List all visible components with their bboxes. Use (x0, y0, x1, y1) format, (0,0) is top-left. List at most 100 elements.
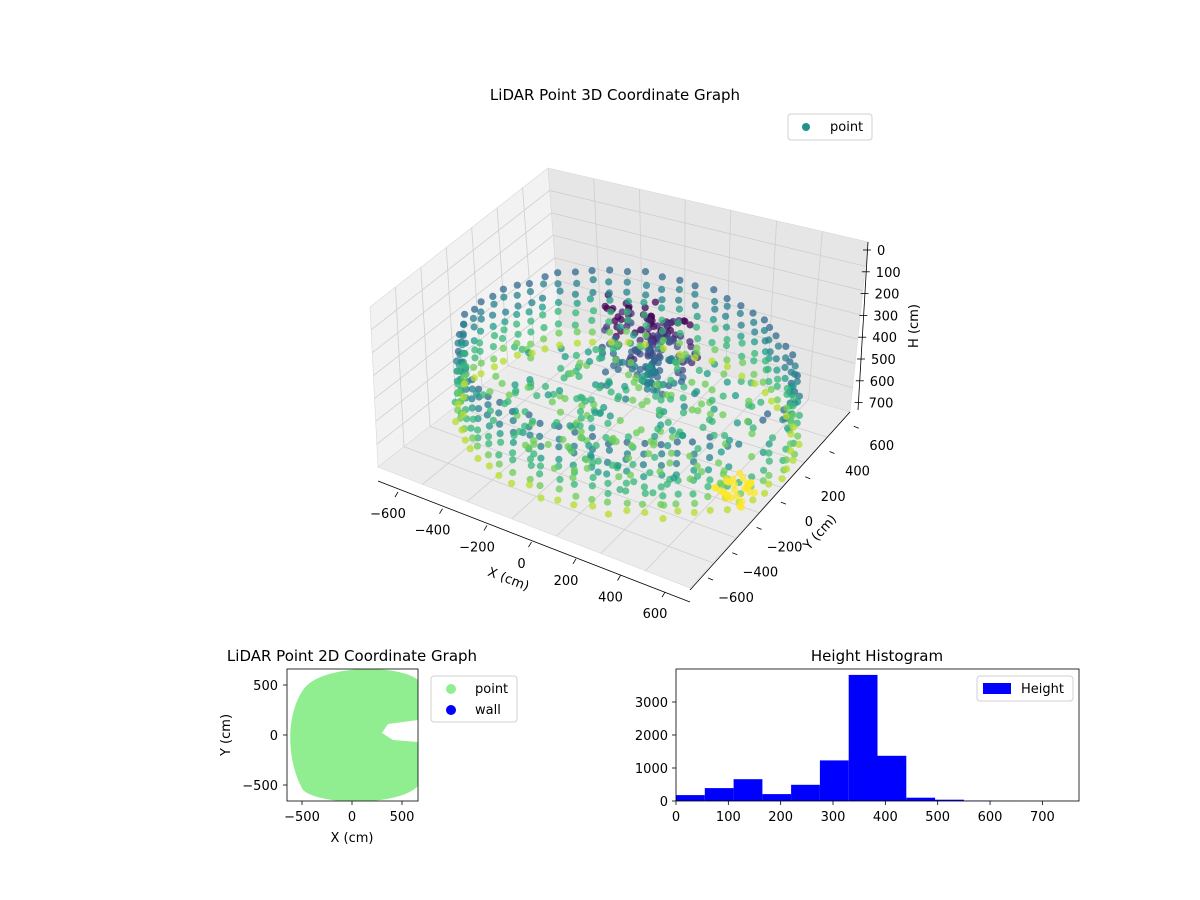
point-3d (699, 423, 707, 431)
point-3d (525, 308, 533, 316)
histogram-bar (935, 799, 964, 801)
point-3d (499, 357, 507, 365)
point-3d (765, 480, 773, 488)
point-3d (581, 397, 590, 405)
chart-3d-title: LiDAR Point 3D Coordinate Graph (490, 86, 740, 104)
point-3d (708, 339, 716, 347)
point-3d (529, 417, 537, 425)
point-3d (737, 302, 745, 310)
point-3d (630, 478, 638, 486)
point-3d (652, 392, 660, 400)
histogram-x-tick-label: 0 (672, 810, 680, 825)
point-3d (688, 378, 696, 386)
histogram-bar (906, 797, 936, 801)
point-3d (723, 378, 731, 386)
point-3d (587, 396, 595, 404)
point-3d (711, 325, 719, 333)
point-3d (762, 366, 770, 374)
point-3d (498, 379, 506, 388)
point-3d (721, 432, 729, 440)
point-3d (612, 356, 620, 364)
point-3d (751, 328, 759, 336)
point-3d (640, 311, 649, 319)
point-3d (474, 454, 482, 463)
point-3d (596, 384, 604, 392)
point-3d (489, 322, 497, 330)
point-3d (499, 285, 507, 293)
z-ticks-3d: 0 100 200 300 400 500 600 700 (854, 244, 901, 412)
point-3d (706, 454, 714, 462)
point-3d (642, 281, 651, 289)
point-3d (490, 300, 498, 308)
point-3d (765, 471, 773, 479)
histogram-ticks: 0 100 200 300 400 500 600 700 0 1000 2000 3000 (635, 696, 1055, 825)
point-3d (475, 405, 483, 413)
point-3d (512, 387, 520, 395)
point-3d (556, 287, 564, 295)
point-3d (536, 462, 545, 470)
point-3d (743, 479, 752, 487)
point-3d (598, 346, 606, 354)
point-3d (621, 382, 629, 391)
point-3d (680, 403, 688, 411)
point-3d (544, 391, 552, 399)
x-ticks-3d: −600 −400 −200 0 200 400 600 (370, 491, 667, 622)
point-3d (783, 384, 791, 393)
point-3d (513, 351, 522, 359)
z-tick-label-3d: 700 (869, 397, 894, 412)
point-3d (708, 396, 716, 404)
point-3d (657, 421, 665, 429)
point-3d (789, 382, 797, 390)
point-3d (675, 305, 684, 313)
point-3d (789, 423, 798, 431)
point-3d (555, 485, 563, 493)
point-3d (679, 409, 688, 417)
point-3d (525, 280, 534, 288)
histogram-bar (762, 794, 792, 801)
point-3d (723, 506, 732, 514)
point-3d (536, 432, 544, 440)
point-3d (616, 486, 624, 494)
point-3d (693, 388, 701, 396)
point-3d (571, 321, 579, 329)
point-3d (538, 303, 547, 311)
point-3d (497, 438, 505, 446)
point-3d (666, 459, 674, 467)
point-3d (719, 411, 727, 419)
point-3d (787, 447, 795, 455)
point-3d (773, 396, 782, 404)
point-3d (500, 293, 508, 301)
chart-2d: LiDAR Point 2D Coordinate Graph −500 0 500… (219, 647, 518, 846)
point-3d (607, 388, 615, 396)
point-3d (647, 338, 655, 346)
point-3d (461, 310, 469, 318)
point-3d (536, 419, 544, 427)
point-3d (589, 288, 597, 297)
point-3d (640, 473, 648, 481)
point-3d (795, 411, 804, 419)
point-3d (674, 319, 682, 327)
point-3d (614, 313, 622, 321)
point-3d (627, 359, 635, 367)
point-3d (561, 353, 569, 361)
point-3d (577, 433, 585, 441)
point-3d (625, 371, 633, 379)
point-3d (640, 372, 648, 380)
point-3d (680, 383, 688, 391)
point-3d (461, 436, 469, 444)
x-tick-label-2d: 0 (348, 810, 356, 825)
point-3d (761, 337, 769, 345)
point-3d (623, 288, 631, 296)
point-3d (750, 357, 758, 365)
point-3d (637, 426, 645, 434)
point-3d (750, 318, 758, 326)
point-3d (510, 431, 518, 439)
point-3d (559, 435, 567, 444)
histogram-x-tick-label: 500 (925, 810, 950, 825)
legend-label-height: Height (1021, 682, 1064, 697)
point-3d (533, 392, 541, 400)
point-3d (749, 309, 757, 317)
point-3d (764, 410, 772, 418)
y-axis-line (689, 411, 851, 591)
